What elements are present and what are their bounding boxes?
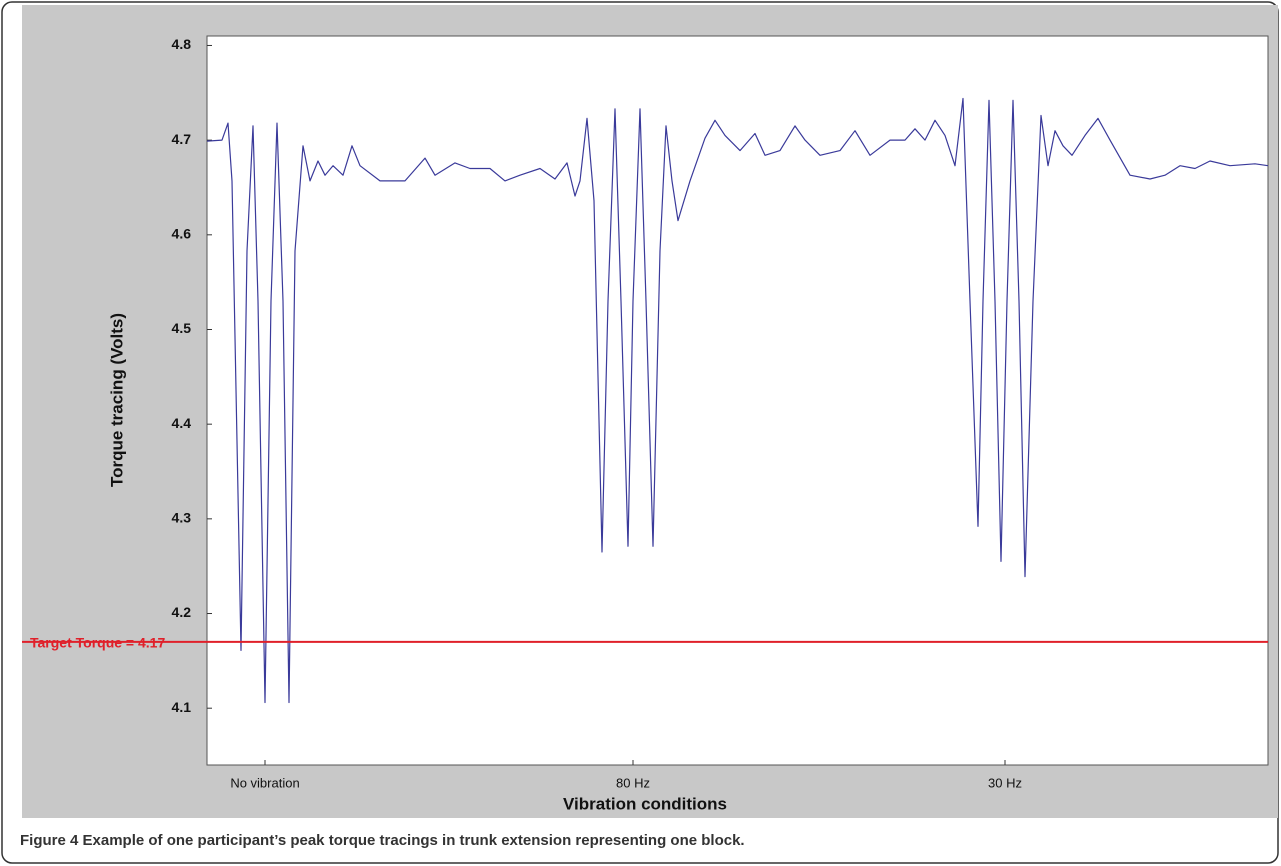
x-axis-label: Vibration conditions [563, 794, 727, 813]
x-tick-label: 80 Hz [616, 775, 650, 790]
y-axis-label: Torque tracing (Volts) [107, 313, 126, 487]
y-tick-label: 4.4 [172, 415, 192, 431]
plot-area [206, 35, 1269, 766]
y-tick-label: 4.2 [172, 604, 192, 620]
target-label: Target Torque = 4.17 [30, 635, 165, 651]
y-tick-label: 4.6 [172, 226, 192, 242]
y-tick-label: 4.7 [172, 131, 192, 147]
y-tick-label: 4.3 [172, 510, 192, 526]
y-tick-label: 4.1 [172, 699, 192, 715]
x-tick-label: 30 Hz [988, 775, 1022, 790]
caption: Figure 4 Example of one participant’s pe… [20, 832, 745, 849]
torque-trace [206, 97, 1269, 704]
y-tick-label: 4.5 [172, 320, 192, 336]
y-tick-label: 4.8 [172, 36, 192, 52]
x-tick-label: No vibration [230, 775, 299, 790]
